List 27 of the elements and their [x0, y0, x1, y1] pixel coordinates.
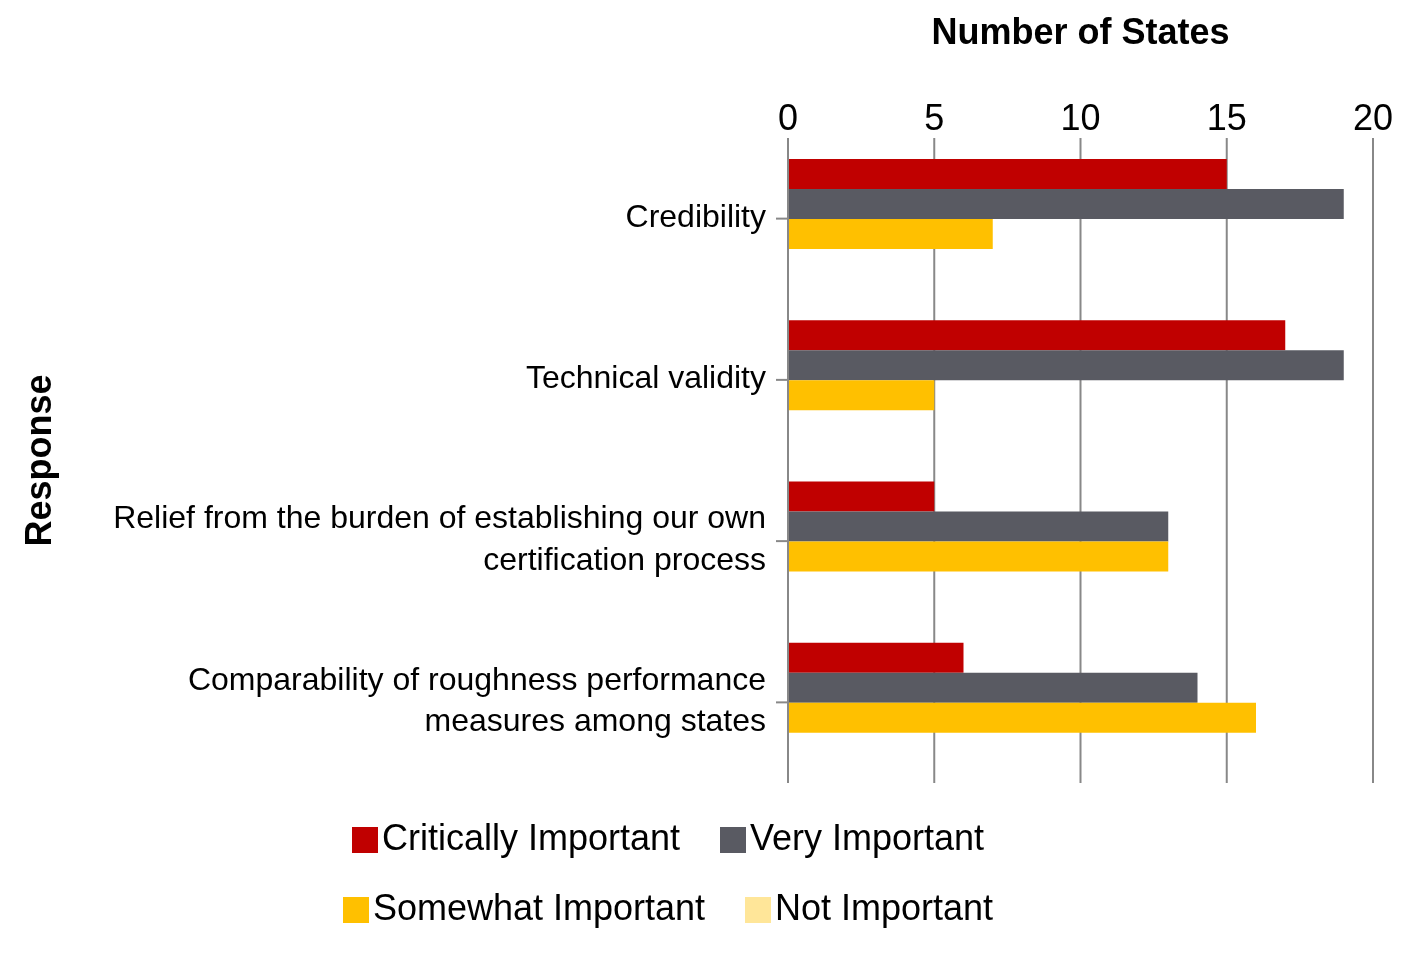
y-tick-label: Relief from the burden of establishing our own certification process [113, 499, 766, 578]
x-tick-label: 15 [1206, 97, 1247, 138]
bar [788, 672, 1198, 703]
bar [788, 380, 935, 411]
bar [788, 320, 1286, 351]
legend-label: Not Important [775, 887, 994, 928]
bar [788, 541, 1169, 572]
x-axis-title: Number of States [931, 10, 1230, 52]
x-tick-label: 10 [1060, 97, 1101, 138]
y-tick-label: Comparability of roughness performance measures among states [187, 661, 766, 739]
x-tick-label: 20 [1352, 97, 1394, 138]
bar [788, 642, 964, 673]
bar [788, 188, 1344, 219]
legend-label: Somewhat Important [372, 887, 706, 928]
legend-label: Very Important [749, 817, 985, 858]
y-axis-title: Response [17, 374, 59, 547]
bar [788, 481, 935, 512]
bar [788, 158, 1227, 189]
bar [788, 218, 993, 249]
y-tick-label: Technical validity [525, 359, 766, 396]
bar [788, 702, 1256, 733]
legend-label: Critically Important [381, 817, 680, 858]
bar [788, 350, 1344, 381]
x-tick-label: 5 [924, 97, 945, 138]
x-tick-label: 0 [777, 97, 799, 138]
y-tick-label: Credibility [625, 198, 766, 235]
bar [788, 511, 1169, 542]
